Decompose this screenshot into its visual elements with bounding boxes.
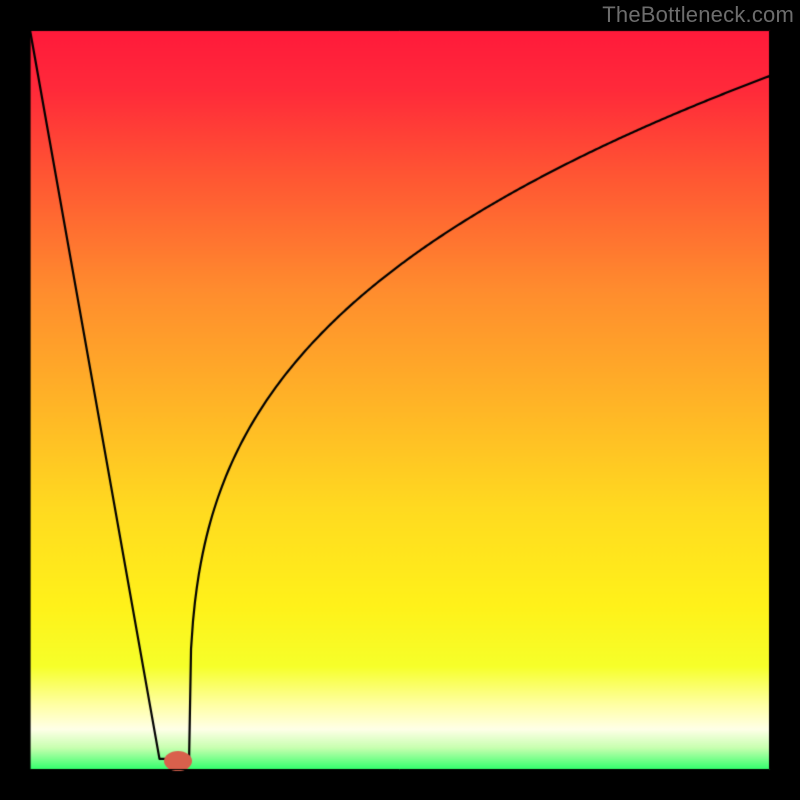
bottleneck-chart-canvas <box>0 0 800 800</box>
chart-container: TheBottleneck.com <box>0 0 800 800</box>
attribution-label: TheBottleneck.com <box>602 2 794 28</box>
